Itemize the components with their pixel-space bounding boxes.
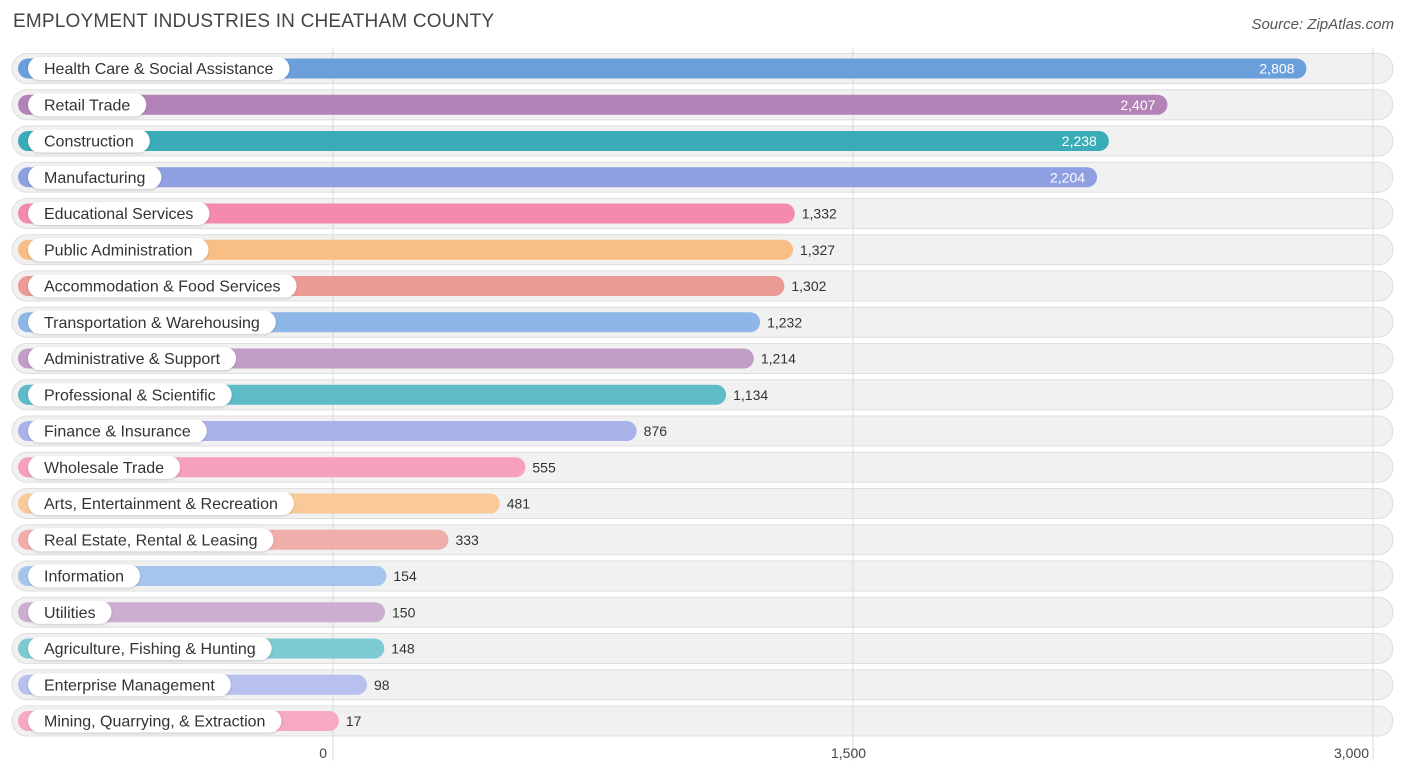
category-label-pill (28, 93, 147, 117)
category-label: Public Administration (44, 242, 193, 259)
bar (18, 167, 1098, 188)
category-label-pill (28, 419, 207, 443)
value-label: 1,302 (791, 278, 826, 294)
value-label: 876 (644, 423, 668, 439)
category-label: Manufacturing (44, 170, 145, 187)
bar (18, 239, 794, 260)
bar (18, 94, 1168, 115)
category-label-pill (28, 528, 274, 552)
value-label: 2,808 (1259, 61, 1294, 77)
category-label-pill (28, 57, 290, 80)
category-label-pill (28, 238, 209, 262)
category-label: Construction (44, 134, 134, 151)
category-label: Agriculture, Fishing & Hunting (44, 641, 256, 658)
category-label: Information (44, 569, 124, 586)
category-label-pill (28, 129, 150, 153)
category-label-pill (28, 383, 232, 407)
value-label: 150 (392, 604, 416, 620)
chart-title: EMPLOYMENT INDUSTRIES IN CHEATHAM COUNTY (13, 11, 495, 32)
bar (18, 131, 1109, 151)
category-label-pill (28, 347, 237, 370)
category-label: Finance & Insurance (44, 424, 191, 441)
category-label-pill (28, 274, 297, 298)
bar-track (11, 705, 1394, 737)
chart-source: Source: ZipAtlas.com (1251, 16, 1394, 33)
value-label: 1,332 (802, 206, 837, 222)
value-label: 481 (507, 496, 531, 512)
category-label-pill (28, 455, 181, 479)
x-tick-label: 3,000 (1334, 745, 1369, 761)
category-label-pill (28, 202, 210, 225)
bar (18, 203, 795, 224)
category-label: Accommodation & Food Services (44, 279, 281, 296)
category-label: Retail Trade (44, 97, 130, 114)
category-label-pill (28, 673, 231, 697)
category-label: Arts, Entertainment & Recreation (44, 496, 278, 513)
bar (18, 58, 1307, 79)
value-label: 148 (391, 641, 415, 657)
value-label: 154 (393, 568, 417, 584)
x-tick-label: 1,500 (831, 745, 866, 761)
category-label-pill (28, 492, 294, 515)
category-label: Wholesale Trade (44, 460, 164, 477)
category-label: Mining, Quarrying, & Extraction (44, 714, 265, 731)
category-label-pill (28, 564, 141, 588)
value-label: 333 (455, 532, 479, 548)
value-label: 2,238 (1062, 133, 1097, 149)
value-label: 17 (346, 713, 362, 729)
category-label: Transportation & Warehousing (44, 315, 260, 332)
value-label: 555 (532, 459, 556, 475)
category-label-pill (28, 600, 112, 624)
category-label-pill (28, 709, 282, 733)
category-label: Real Estate, Rental & Leasing (44, 532, 257, 549)
value-label: 1,134 (733, 387, 768, 403)
value-label: 2,407 (1120, 97, 1155, 113)
category-label: Enterprise Management (44, 677, 215, 694)
category-label-pill (28, 310, 276, 334)
category-label: Health Care & Social Assistance (44, 61, 274, 78)
value-label: 1,214 (761, 351, 796, 367)
category-label-pill (28, 165, 162, 189)
x-tick-label: 0 (319, 745, 327, 761)
value-label: 1,327 (800, 242, 835, 258)
category-label: Utilities (44, 605, 96, 622)
category-label: Administrative & Support (44, 351, 221, 368)
value-label: 2,204 (1050, 169, 1085, 185)
category-label: Educational Services (44, 206, 193, 223)
value-label: 98 (374, 677, 390, 693)
category-label-pill (28, 637, 272, 660)
value-label: 1,232 (767, 314, 802, 330)
category-label: Professional & Scientific (44, 387, 216, 404)
